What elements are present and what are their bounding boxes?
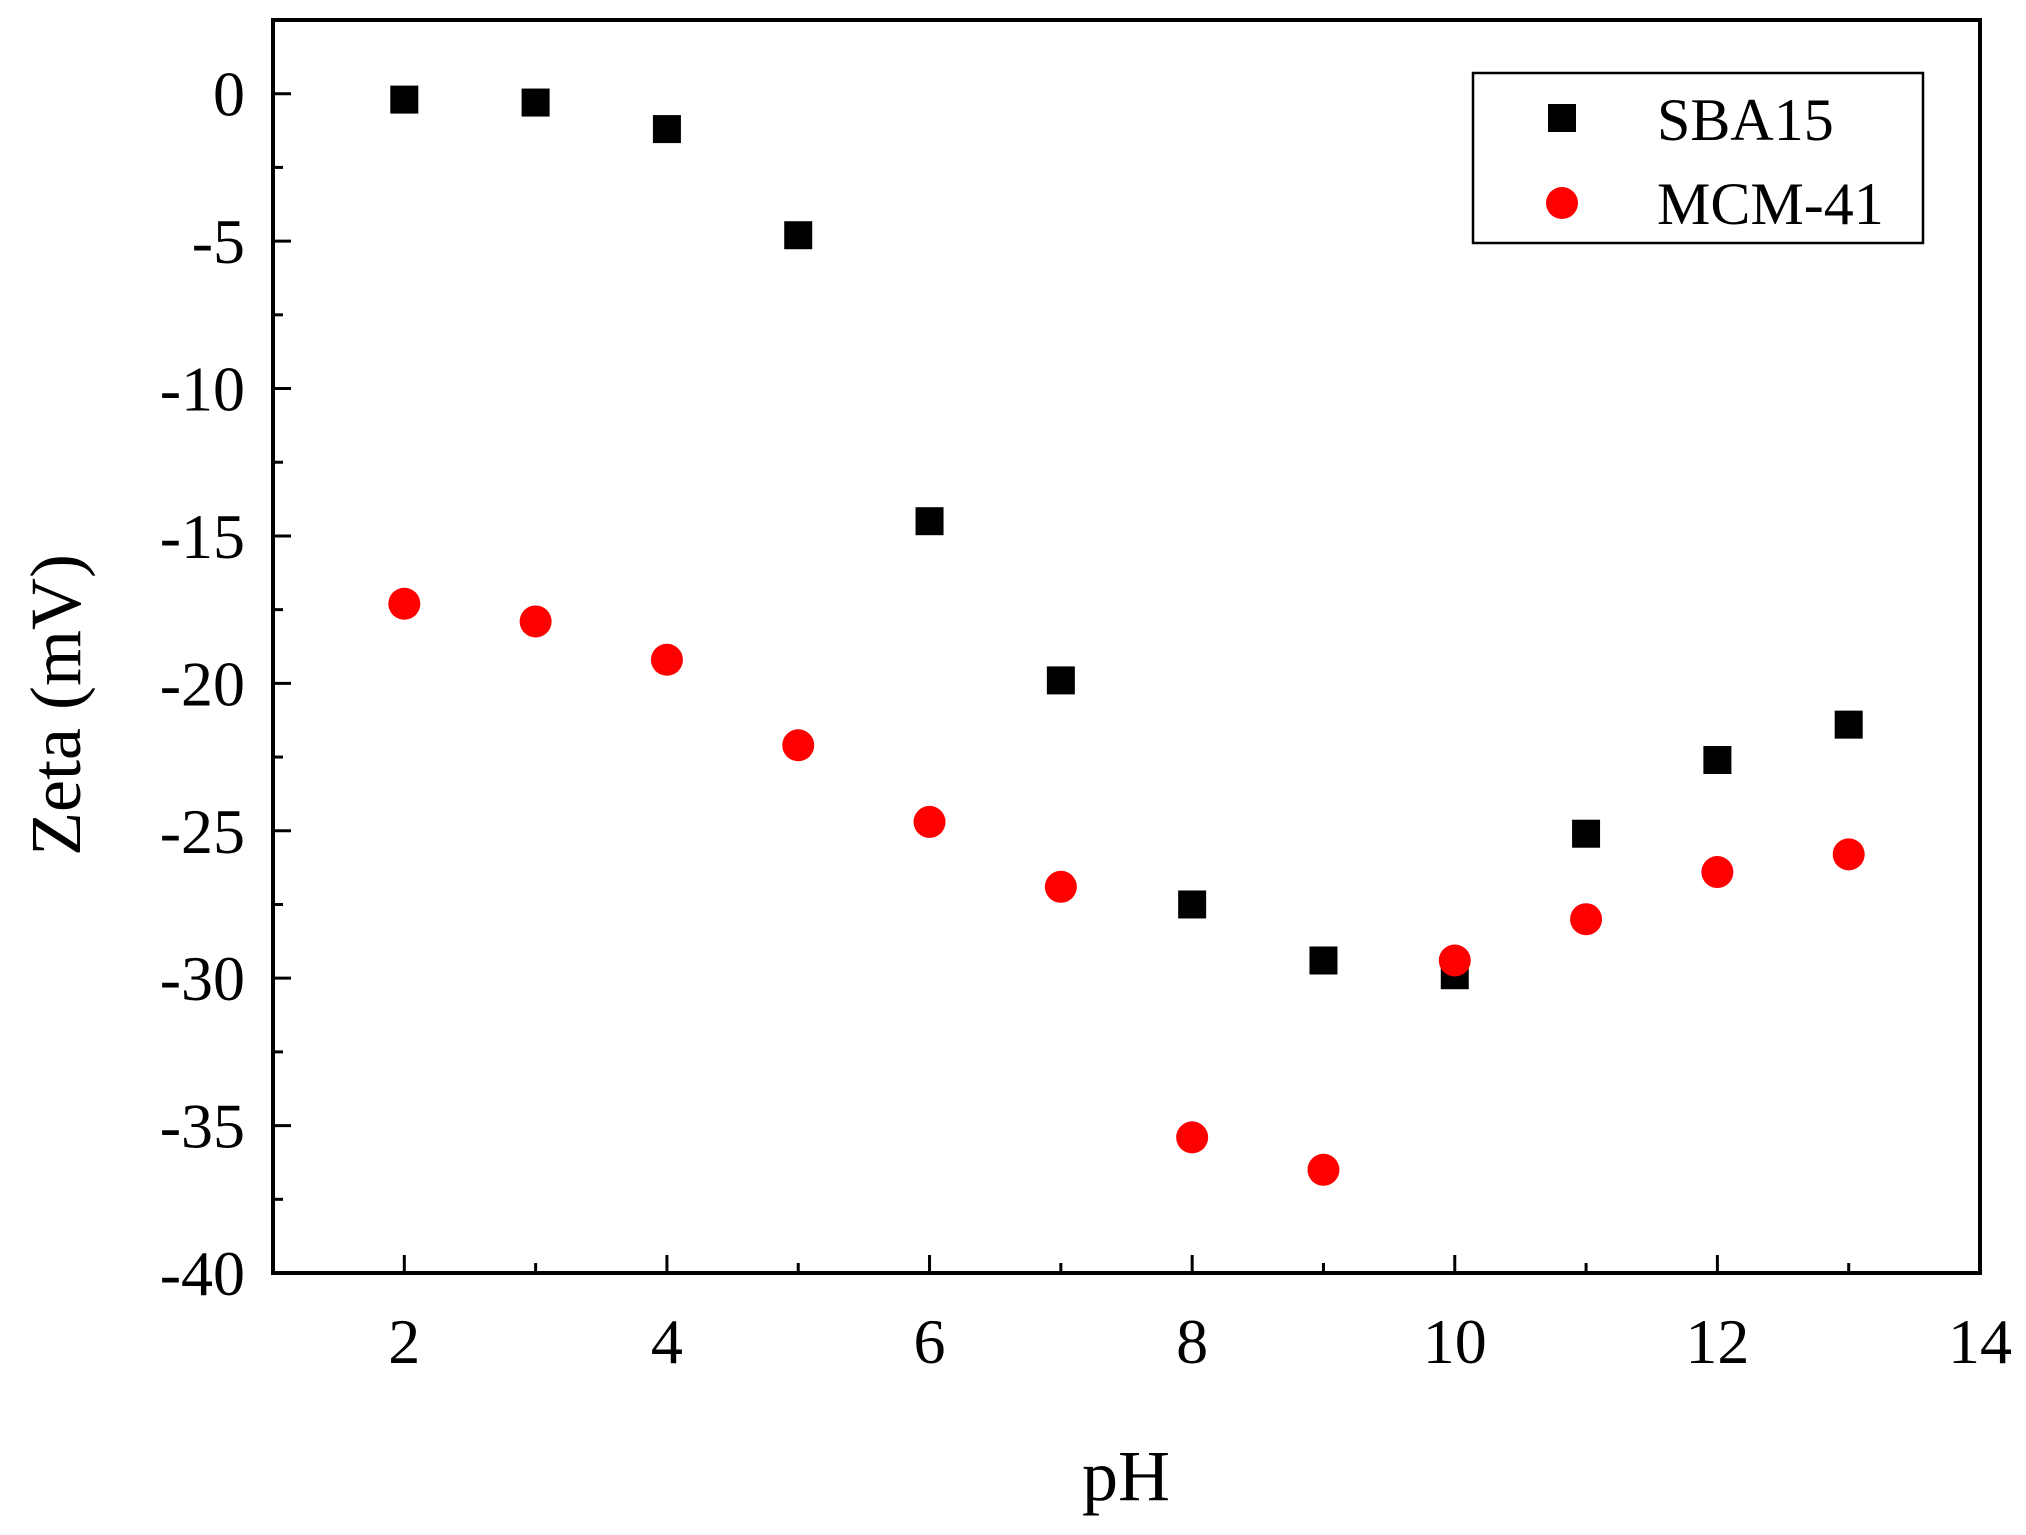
legend-box (1471, 71, 1925, 245)
point-sba15 (1309, 946, 1338, 975)
x-tick-label: 10 (1423, 1306, 1487, 1377)
x-tick-label: 14 (1948, 1306, 2012, 1377)
y-axis-title: Zeta (mV) (16, 554, 96, 856)
x-tick-label: 2 (388, 1306, 420, 1377)
point-mcm41 (519, 605, 552, 638)
y-tick-label: -25 (160, 796, 245, 867)
data-points (388, 85, 1865, 1186)
y-tick-label: -5 (192, 206, 245, 277)
point-mcm41 (913, 805, 946, 838)
point-mcm41 (1176, 1121, 1209, 1154)
point-mcm41 (1832, 838, 1865, 871)
point-mcm41 (388, 587, 421, 620)
legend: SBA15 MCM-41 (1471, 71, 1925, 245)
point-mcm41 (1701, 856, 1734, 889)
x-tick-label: 6 (914, 1306, 946, 1377)
point-sba15 (1834, 710, 1863, 739)
legend-label-mcm41: MCM-41 (1657, 171, 1884, 237)
point-sba15 (915, 507, 944, 536)
tick-labels: 2 4 6 8 10 12 14 0 -5 -10 -15 -20 -25 -30 -35 -40 (160, 59, 2012, 1377)
point-mcm41 (1044, 870, 1077, 903)
y-tick-label: -30 (160, 943, 245, 1014)
legend-marker-mcm41 (1546, 187, 1578, 219)
y-tick-label: -15 (160, 501, 245, 572)
point-mcm41 (1570, 903, 1603, 936)
point-mcm41 (650, 643, 683, 676)
y-tick-label: -40 (160, 1238, 245, 1309)
point-sba15 (521, 88, 550, 117)
point-mcm41 (1438, 944, 1471, 977)
point-mcm41 (782, 729, 815, 762)
x-tick-label: 8 (1176, 1306, 1208, 1377)
point-sba15 (652, 115, 681, 144)
point-sba15 (1046, 666, 1075, 695)
legend-marker-sba15 (1548, 104, 1576, 132)
point-sba15 (1178, 890, 1207, 919)
y-tick-label: -35 (160, 1091, 245, 1162)
y-tick-label: -10 (160, 354, 245, 425)
y-tick-label: 0 (213, 59, 245, 130)
y-tick-label: -20 (160, 648, 245, 719)
point-sba15 (1703, 746, 1732, 775)
point-mcm41 (1307, 1153, 1340, 1186)
point-sba15 (390, 85, 419, 114)
plot-frame (271, 18, 1982, 1275)
point-sba15 (784, 221, 813, 250)
x-axis-title: pH (1082, 1436, 1170, 1516)
legend-label-sba15: SBA15 (1657, 87, 1834, 153)
x-tick-label: 12 (1685, 1306, 1749, 1377)
x-tick-label: 4 (651, 1306, 683, 1377)
point-sba15 (1572, 819, 1601, 848)
